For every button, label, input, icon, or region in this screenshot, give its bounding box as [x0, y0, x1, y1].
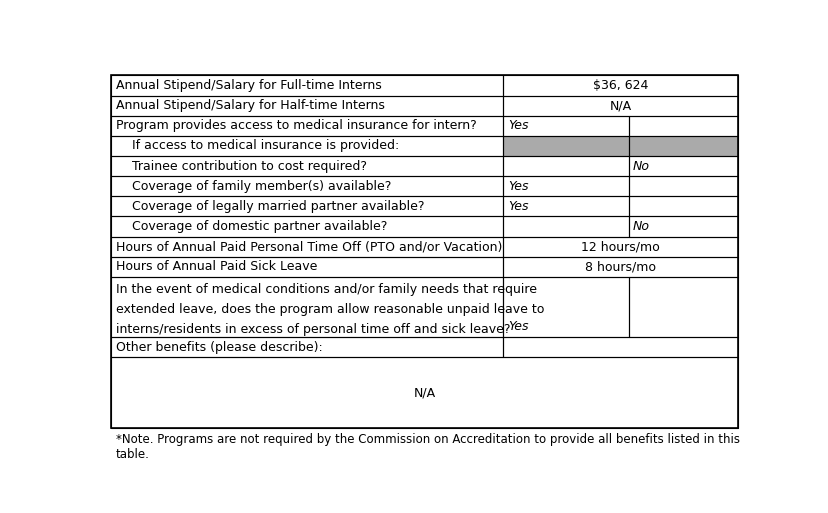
Text: extended leave, does the program allow reasonable unpaid leave to: extended leave, does the program allow r…: [116, 303, 543, 316]
Bar: [628, 136, 738, 156]
Text: Yes: Yes: [507, 180, 527, 193]
Text: No: No: [633, 220, 649, 233]
Bar: [503, 236, 738, 256]
Bar: [111, 236, 503, 256]
Text: In the event of medical conditions and/or family needs that require: In the event of medical conditions and/o…: [116, 283, 537, 296]
Text: If access to medical insurance is provided:: If access to medical insurance is provid…: [132, 140, 398, 152]
Text: No: No: [633, 160, 649, 172]
Text: Trainee contribution to cost required?: Trainee contribution to cost required?: [132, 160, 367, 172]
Bar: [628, 156, 738, 176]
Text: Hours of Annual Paid Personal Time Off (PTO and/or Vacation): Hours of Annual Paid Personal Time Off (…: [116, 240, 502, 253]
Bar: [628, 176, 738, 196]
Bar: [503, 176, 628, 196]
Text: Annual Stipend/Salary for Half-time Interns: Annual Stipend/Salary for Half-time Inte…: [116, 99, 384, 112]
Text: Yes: Yes: [507, 320, 527, 333]
Text: Hours of Annual Paid Sick Leave: Hours of Annual Paid Sick Leave: [116, 260, 317, 273]
Bar: [111, 277, 503, 337]
Text: Program provides access to medical insurance for intern?: Program provides access to medical insur…: [116, 119, 476, 132]
Bar: [503, 136, 628, 156]
Bar: [628, 115, 738, 136]
Text: Yes: Yes: [507, 200, 527, 213]
Bar: [503, 136, 738, 156]
Text: 12 hours/mo: 12 hours/mo: [580, 240, 659, 253]
Text: Coverage of domestic partner available?: Coverage of domestic partner available?: [132, 220, 387, 233]
Text: Coverage of legally married partner available?: Coverage of legally married partner avai…: [132, 200, 424, 213]
Text: Coverage of family member(s) available?: Coverage of family member(s) available?: [132, 180, 391, 193]
Bar: [111, 156, 503, 176]
Bar: [111, 115, 503, 136]
Bar: [111, 337, 503, 358]
Text: *Note. Programs are not required by the Commission on Accreditation to provide a: *Note. Programs are not required by the …: [116, 432, 739, 446]
Text: N/A: N/A: [609, 99, 631, 112]
Text: 8 hours/mo: 8 hours/mo: [585, 260, 656, 273]
Bar: [111, 176, 503, 196]
Text: Annual Stipend/Salary for Full-time Interns: Annual Stipend/Salary for Full-time Inte…: [116, 79, 381, 92]
Bar: [111, 256, 503, 277]
Bar: [628, 277, 738, 337]
Text: Other benefits (please describe):: Other benefits (please describe):: [116, 341, 322, 354]
Bar: [503, 277, 628, 337]
Text: Yes: Yes: [507, 119, 527, 132]
Text: table.: table.: [116, 448, 150, 461]
Bar: [111, 216, 503, 236]
Text: interns/residents in excess of personal time off and sick leave?: interns/residents in excess of personal …: [116, 323, 510, 336]
Bar: [503, 75, 738, 95]
Bar: [503, 256, 738, 277]
Bar: [111, 95, 503, 115]
Bar: [503, 156, 628, 176]
Bar: [111, 196, 503, 216]
Bar: [111, 75, 738, 428]
Text: $36, 624: $36, 624: [592, 79, 647, 92]
Bar: [503, 216, 628, 236]
Bar: [111, 75, 503, 95]
Bar: [111, 136, 503, 156]
Bar: [503, 95, 738, 115]
Bar: [503, 115, 628, 136]
Bar: [503, 196, 628, 216]
Bar: [628, 216, 738, 236]
Text: N/A: N/A: [413, 386, 436, 399]
Bar: [111, 358, 738, 428]
Bar: [628, 196, 738, 216]
Bar: [503, 337, 738, 358]
